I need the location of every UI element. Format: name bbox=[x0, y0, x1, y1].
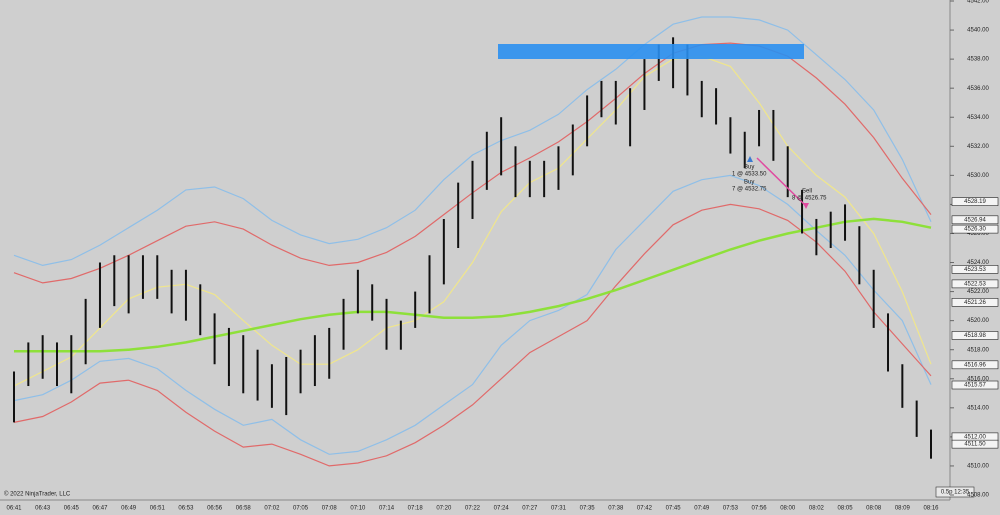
price-marker-label: 4521.26 bbox=[964, 300, 986, 306]
price-marker bbox=[951, 215, 999, 225]
price-marker bbox=[951, 224, 999, 234]
x-tick-label: 08:02 bbox=[809, 506, 825, 512]
plot bbox=[13, 16, 932, 467]
indicator-line bbox=[13, 203, 932, 467]
y-tick-label: 4516.00 bbox=[967, 376, 989, 382]
indicator-line bbox=[13, 174, 932, 455]
x-tick-label: 08:05 bbox=[838, 506, 854, 512]
y-tick-label: 4524.00 bbox=[967, 260, 989, 266]
price-marker bbox=[951, 298, 999, 307]
x-tick-label: 07:49 bbox=[694, 506, 710, 512]
x-tick-label: 07:27 bbox=[522, 506, 538, 512]
price-marker-label: 4522.53 bbox=[964, 281, 986, 287]
annotation: 8 @ 4526.75 bbox=[792, 196, 827, 202]
y-tick-label: 4510.00 bbox=[967, 464, 989, 470]
buy-arrow bbox=[747, 156, 753, 162]
x-tick-label: 06:41 bbox=[6, 506, 22, 512]
price-marker bbox=[951, 331, 999, 340]
x-tick-label: 07:02 bbox=[264, 506, 280, 512]
price-marker-label: 4528.19 bbox=[964, 199, 986, 205]
price-marker bbox=[951, 197, 999, 206]
x-tick-label: 07:18 bbox=[408, 506, 424, 512]
x-tick-label: 08:08 bbox=[866, 506, 882, 512]
x-tick-label: 07:05 bbox=[293, 506, 309, 512]
price-marker bbox=[951, 380, 999, 390]
x-tick-label: 07:22 bbox=[465, 506, 481, 512]
y-tick-label: 4508.00 bbox=[967, 493, 989, 499]
x-tick-label: 07:31 bbox=[551, 506, 567, 512]
x-tick-label: 07:24 bbox=[494, 506, 510, 512]
y-tick-label: 4514.00 bbox=[967, 405, 989, 411]
x-tick-label: 06:43 bbox=[35, 506, 51, 512]
x-tick-label: 06:49 bbox=[121, 506, 137, 512]
copyright: © 2022 NinjaTrader, LLC bbox=[4, 491, 71, 498]
x-tick-label: 07:08 bbox=[322, 506, 338, 512]
annotation: 7 @ 4532.75 bbox=[732, 187, 767, 193]
zone bbox=[498, 44, 804, 59]
x-tick-label: 07:45 bbox=[666, 506, 682, 512]
x-tick-label: 07:42 bbox=[637, 506, 653, 512]
price-marker-label: 4516.96 bbox=[964, 362, 986, 368]
sell-arrow bbox=[803, 203, 809, 209]
y-tick-label: 4518.00 bbox=[967, 347, 989, 353]
y-tick-label: 4532.00 bbox=[967, 144, 989, 150]
x-tick-label: 06:56 bbox=[207, 506, 223, 512]
x-tick-label: 07:38 bbox=[608, 506, 624, 512]
indicator-line bbox=[14, 217, 932, 353]
x-tick-label: 08:16 bbox=[923, 506, 939, 512]
y-tick-label: 4526.00 bbox=[967, 231, 989, 237]
annotation: Buy bbox=[744, 165, 754, 171]
price-marker-label: 4526.94 bbox=[964, 217, 986, 223]
x-tick-label: 06:45 bbox=[64, 506, 80, 512]
trade-line bbox=[756, 157, 807, 207]
price-marker-label: 4512.00 bbox=[964, 434, 986, 440]
x-tick-label: 06:53 bbox=[178, 506, 194, 512]
annotation: Sell bbox=[802, 189, 812, 195]
annotation: 1 @ 4533.50 bbox=[732, 172, 767, 178]
price-marker-label: 4526.30 bbox=[964, 227, 986, 233]
price-marker-label: 4511.50 bbox=[964, 442, 986, 448]
status-box bbox=[935, 486, 975, 498]
x-tick-label: 06:51 bbox=[150, 506, 166, 512]
y-tick-label: 4530.00 bbox=[967, 173, 989, 179]
x-tick-label: 07:35 bbox=[580, 506, 596, 512]
x-tick-label: 06:58 bbox=[236, 506, 252, 512]
y-tick-label: 4534.00 bbox=[967, 115, 989, 121]
indicator-line bbox=[13, 55, 932, 387]
y-tick-label: 4542.00 bbox=[967, 0, 989, 5]
x-tick-label: 06:47 bbox=[92, 506, 108, 512]
price-marker bbox=[951, 439, 999, 449]
x-tick-label: 07:53 bbox=[723, 506, 739, 512]
y-tick-label: 4536.00 bbox=[967, 86, 989, 92]
y-tick-label: 4520.00 bbox=[967, 318, 989, 324]
price-marker-label: 4523.53 bbox=[964, 267, 986, 273]
x-tick-label: 07:20 bbox=[436, 506, 452, 512]
y-tick-label: 4522.00 bbox=[967, 289, 989, 295]
annotation: Buy bbox=[744, 180, 754, 186]
x-tick-label: 07:14 bbox=[379, 506, 395, 512]
x-tick-label: 08:09 bbox=[895, 506, 911, 512]
price-marker-label: 4515.57 bbox=[964, 383, 986, 389]
price-marker-label: 4518.98 bbox=[964, 333, 986, 339]
x-tick-label: 07:56 bbox=[752, 506, 768, 512]
indicator-line bbox=[13, 16, 932, 267]
price-marker bbox=[951, 265, 999, 274]
status: 0.5p 12:35 bbox=[941, 490, 970, 496]
price-marker bbox=[951, 360, 999, 370]
x-tick-label: 08:00 bbox=[780, 506, 796, 512]
y-tick-label: 4538.00 bbox=[967, 57, 989, 63]
y-tick-label: 4540.00 bbox=[967, 28, 989, 34]
price-marker bbox=[951, 279, 999, 289]
x-tick-label: 07:10 bbox=[350, 506, 366, 512]
